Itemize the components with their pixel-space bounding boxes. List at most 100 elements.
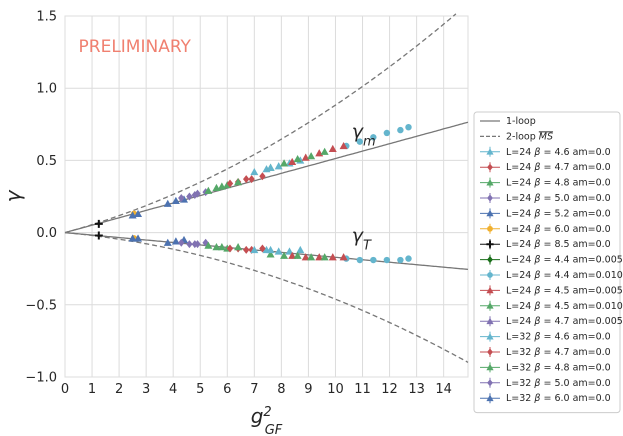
legend-label: L=24 β = 4.7 am=0.0 <box>506 162 611 173</box>
data-point <box>307 152 316 160</box>
reference-lines <box>64 13 469 363</box>
data-point <box>356 256 364 264</box>
legend-label: L=32 β = 5.0 am=0.0 <box>506 378 611 389</box>
data-point <box>339 141 348 150</box>
data-point <box>178 238 185 247</box>
data-point <box>405 123 412 131</box>
x-tick-label: 14 <box>435 382 452 397</box>
x-tick-label: 3 <box>142 382 150 397</box>
legend-marker <box>487 163 493 171</box>
x-tick-label: 6 <box>223 382 231 397</box>
y-axis-label: γ <box>1 189 25 202</box>
legend-marker <box>486 333 494 340</box>
data-point <box>171 237 180 245</box>
data-point <box>234 243 243 251</box>
data-point <box>191 191 199 200</box>
x-tick-label: 8 <box>277 382 285 397</box>
legend-label: L=24 β = 4.5 am=0.010 <box>506 301 623 312</box>
data-point <box>234 178 243 186</box>
legend-marker <box>486 317 494 325</box>
x-tick-label: 7 <box>250 382 258 397</box>
data-point <box>293 251 302 259</box>
legend-label: L=24 β = 8.5 am=0.0 <box>506 239 611 250</box>
legend-label: L=24 β = 5.0 am=0.0 <box>506 193 611 204</box>
legend-marker <box>487 379 493 387</box>
data-point <box>266 163 275 171</box>
data-point <box>259 172 266 181</box>
data-point <box>274 247 283 255</box>
grid <box>64 15 468 378</box>
legend-label: L=24 β = 4.4 am=0.005 <box>506 255 623 266</box>
data-point <box>94 219 103 228</box>
legend-label: 2-loop MS <box>506 131 553 142</box>
legend: 1-loop 2-loop MS L=24 β = 4.6 am=0.0 L=24 β… <box>473 111 623 414</box>
legend-label: L=32 β = 4.8 am=0.0 <box>506 362 611 373</box>
data-point <box>178 193 185 202</box>
legend-marker <box>487 348 493 356</box>
data-point <box>280 251 289 259</box>
data-point <box>191 240 199 249</box>
data-point <box>293 154 302 163</box>
preliminary-watermark: PRELIMINARY <box>79 37 192 57</box>
data-point <box>339 253 348 261</box>
legend-marker <box>486 240 494 248</box>
x-tick-label: 2 <box>115 382 123 397</box>
two-loop-gamma-m <box>64 13 457 234</box>
legend-marker <box>487 272 493 278</box>
data-point <box>243 175 250 184</box>
x-tick-label: 1 <box>88 382 96 397</box>
data-point <box>296 245 305 254</box>
legend-marker <box>487 194 493 202</box>
legend-label: L=24 β = 4.5 am=0.005 <box>506 285 623 296</box>
data-point <box>370 256 377 264</box>
legend-marker <box>486 394 494 402</box>
data-point <box>212 243 221 251</box>
data-point <box>288 157 297 166</box>
data-point <box>266 250 275 258</box>
legend-label: L=24 β = 6.0 am=0.0 <box>506 224 611 235</box>
data-points <box>94 123 412 264</box>
y-tick-label: −1.0 <box>25 371 57 386</box>
legend-label: 1-loop <box>506 116 536 127</box>
data-point <box>274 162 283 170</box>
data-point <box>356 138 364 145</box>
curve-annotation: γT <box>352 224 372 253</box>
data-point <box>250 167 259 176</box>
data-point <box>171 196 180 205</box>
legend-marker <box>486 286 494 294</box>
data-point <box>285 247 294 255</box>
x-tick-label: 13 <box>408 382 425 397</box>
one-loop-gamma-m <box>64 121 469 234</box>
plot-frame <box>64 15 469 378</box>
data-point <box>259 244 266 253</box>
data-point <box>383 129 391 137</box>
x-tick-label: 0 <box>61 382 69 397</box>
data-point <box>307 253 316 261</box>
legend-label: L=24 β = 4.6 am=0.0 <box>506 147 611 158</box>
data-point <box>134 209 143 218</box>
data-point <box>250 245 259 254</box>
x-tick-label: 5 <box>196 382 204 397</box>
data-point <box>248 175 255 184</box>
legend-label: L=24 β = 4.8 am=0.0 <box>506 178 611 189</box>
data-point <box>94 231 103 240</box>
x-tick-label: 9 <box>304 382 312 397</box>
data-point <box>134 234 143 242</box>
x-axis-label: g2 GF <box>251 404 283 436</box>
data-point <box>370 134 377 141</box>
data-point <box>128 234 137 242</box>
y-tick-label: 0.5 <box>36 154 57 169</box>
data-point <box>186 240 193 249</box>
data-point <box>328 253 337 261</box>
legend-label: L=24 β = 5.2 am=0.0 <box>506 208 611 219</box>
data-point <box>163 238 172 246</box>
data-point <box>320 253 329 261</box>
data-point <box>328 144 337 153</box>
legend-marker <box>487 256 493 264</box>
data-point <box>226 244 234 253</box>
data-point <box>397 256 404 264</box>
legend-label: L=24 β = 4.7 am=0.005 <box>506 316 623 327</box>
legend-marker <box>486 363 494 371</box>
data-point <box>204 241 213 249</box>
